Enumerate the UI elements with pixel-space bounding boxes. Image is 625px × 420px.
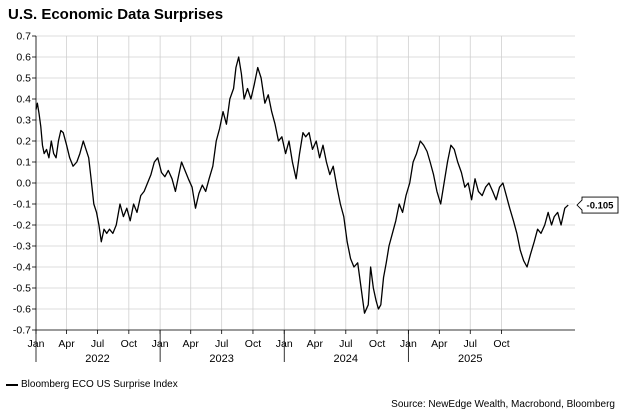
last-value-callout: -0.105 — [576, 196, 619, 214]
x-tick-label: Jul — [464, 338, 477, 350]
y-axis: 0.7 0.6 0.5 0.4 0.3 0.2 0.1 0.0 -0.1 -0.2 -0.3 -0.4… — [13, 31, 37, 337]
y-tick-label: -0.2 — [13, 220, 31, 232]
legend-label: Bloomberg ECO US Surprise Index — [21, 379, 178, 390]
y-tick-label: -0.5 — [13, 283, 31, 295]
y-tick-label: 0.3 — [16, 115, 31, 127]
y-tick-label: 0.0 — [16, 178, 31, 190]
y-tick-label: 0.7 — [16, 31, 31, 43]
x-tick-label: Apr — [183, 338, 200, 350]
x-tick-label: Oct — [245, 338, 261, 350]
x-axis: Jan Apr Jul Oct Jan Apr Jul Oct Jan Apr Jul Oct Jan A… — [28, 329, 575, 365]
legend-swatch — [6, 383, 18, 386]
callout-box — [576, 196, 619, 214]
year-label: 2025 — [458, 353, 482, 365]
x-tick-label: Jul — [215, 338, 228, 350]
x-tick-label: Jul — [91, 338, 104, 350]
chart-title: U.S. Economic Data Surprises — [8, 6, 224, 23]
legend: Bloomberg ECO US Surprise Index — [6, 379, 178, 390]
y-tick-label: -0.6 — [13, 304, 31, 316]
last-value-label: -0.105 — [587, 201, 615, 212]
x-tick-label: Oct — [121, 338, 137, 350]
grid-lines — [35, 35, 575, 331]
year-label: 2023 — [209, 353, 233, 365]
source-note: Source: NewEdge Wealth, Macrobond, Bloom… — [391, 399, 615, 410]
x-tick-label: Oct — [369, 338, 385, 350]
y-tick-label: -0.1 — [13, 199, 31, 211]
y-tick-label: 0.1 — [16, 157, 31, 169]
x-tick-label: Oct — [493, 338, 509, 350]
year-label: 2024 — [334, 353, 358, 365]
x-tick-label: Apr — [431, 338, 448, 350]
x-tick-label: Apr — [58, 338, 75, 350]
y-tick-label: -0.3 — [13, 241, 31, 253]
series-line — [35, 56, 569, 314]
y-tick-label: 0.4 — [16, 94, 31, 106]
year-label: 2022 — [85, 353, 109, 365]
y-tick-label: -0.7 — [13, 325, 31, 337]
x-tick-label: Jul — [339, 338, 352, 350]
x-tick-label: Apr — [307, 338, 324, 350]
y-tick-label: 0.6 — [16, 52, 31, 64]
y-tick-label: -0.4 — [13, 262, 31, 274]
y-tick-label: 0.5 — [16, 73, 31, 85]
y-tick-label: 0.2 — [16, 136, 31, 148]
